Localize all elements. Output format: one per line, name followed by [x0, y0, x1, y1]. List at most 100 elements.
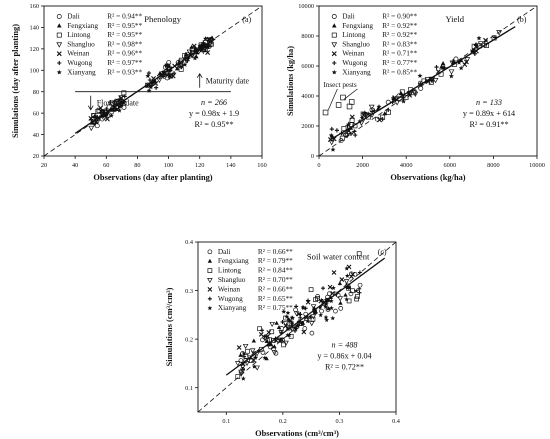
data-point [154, 85, 159, 90]
data-point [91, 121, 98, 127]
data-point [306, 298, 311, 303]
data-point [245, 348, 250, 354]
panel-a: 20 40 60 80 100 120 140 160 20 40 60 80 100 120 140 160… [11, 3, 267, 182]
data-point [399, 89, 405, 95]
data-point [464, 57, 471, 63]
insect-pest-point [335, 102, 342, 108]
data-point [417, 73, 423, 78]
legend-marker [331, 51, 337, 57]
legend-site: Fengxiang [67, 21, 98, 30]
data-point [344, 296, 350, 302]
data-point [186, 49, 193, 55]
data-point [319, 297, 324, 303]
data-point [448, 73, 454, 79]
legend: Dali R² = 0.94** Fengxiang R² = 0.95** Linto… [56, 12, 142, 76]
x-tick-label: 10000 [529, 162, 545, 169]
legend-marker [331, 14, 337, 19]
data-point [359, 115, 365, 121]
data-point [308, 314, 313, 320]
data-point [338, 138, 344, 144]
insect-pest-point [322, 109, 329, 116]
legend-marker [56, 32, 62, 38]
data-point [352, 129, 357, 134]
data-point [269, 321, 275, 328]
legend: Dali R² = 0.66** Fengxiang R² = 0.79** Linto… [207, 247, 293, 312]
data-point [357, 286, 362, 291]
data-point [317, 304, 323, 310]
data-point [451, 61, 457, 67]
data-point [251, 364, 257, 369]
data-point [496, 30, 503, 36]
data-point [209, 35, 215, 40]
data-point [357, 270, 362, 275]
panel-c: 0.1 0.2 0.3 0.4 0.1 0.2 0.3 0.4 Observations (cm… [165, 239, 401, 438]
y-tick-label: 140 [30, 25, 39, 32]
legend-marker [207, 287, 213, 292]
data-point [185, 58, 190, 63]
data-point [343, 279, 350, 285]
data-point [330, 290, 336, 296]
stats-line: R² = 0.91** [469, 120, 508, 129]
y-tick-label: 0.1 [185, 385, 193, 392]
legend-r2: R² = 0.95** [107, 21, 142, 30]
legend-site: Lintong [218, 266, 241, 275]
data-point [254, 365, 260, 371]
data-point [148, 84, 154, 90]
data-point [262, 335, 268, 340]
stats-line: n = 266 [201, 98, 228, 107]
legend-r2: R² = 0.77** [382, 58, 417, 67]
x-tick-label: 160 [257, 162, 266, 169]
data-point [328, 132, 334, 138]
data-point [203, 36, 208, 41]
stats-line: y = 0.89x + 614 [463, 109, 515, 118]
data-point [338, 305, 344, 311]
legend-site: Lintong [342, 30, 365, 39]
legend-site: Xianyang [342, 67, 371, 76]
data-point [295, 323, 300, 328]
data-point [341, 126, 347, 132]
y-tick-label: 8000 [301, 33, 314, 40]
x-tick-label: 2000 [356, 162, 369, 169]
regression-line [225, 257, 386, 376]
x-tick-label: 4000 [400, 162, 413, 169]
data-point [289, 321, 295, 327]
data-point [277, 337, 283, 343]
y-tick-label: 100 [30, 67, 39, 74]
data-point [300, 304, 306, 310]
data-point [108, 100, 113, 105]
panel-title: Phenology [144, 14, 181, 24]
data-point [346, 298, 352, 304]
stats-line: n = 488 [332, 340, 358, 349]
legend-site: Weinan [67, 49, 89, 58]
data-point [192, 55, 198, 61]
panel-label: (b) [517, 15, 527, 24]
data-point [112, 107, 118, 112]
data-point [440, 61, 446, 66]
panel-title: Yield [445, 14, 464, 24]
data-point [271, 338, 276, 343]
data-point [355, 294, 360, 299]
plot-frame [318, 5, 538, 157]
data-point [182, 62, 188, 67]
data-point [241, 350, 247, 356]
data-point [308, 321, 315, 327]
data-point [91, 118, 97, 124]
data-point [310, 316, 316, 322]
x-tick-label: 40 [72, 162, 78, 169]
data-point [337, 281, 343, 286]
stats-line: R² = 0.95** [194, 120, 233, 129]
x-tick-label: 80 [134, 162, 140, 169]
insect-pests-label: Insect pests [323, 81, 357, 89]
legend-site: Wugong [218, 294, 243, 303]
data-point [94, 123, 100, 129]
insect-pointer-line [343, 88, 358, 100]
data-point [164, 62, 170, 67]
legend-site: Shangluo [342, 39, 370, 48]
data-point [319, 308, 324, 314]
legend-r2: R² = 0.94** [107, 12, 142, 21]
legend-marker [57, 60, 62, 66]
data-point [251, 338, 257, 343]
legend-marker [56, 69, 62, 75]
legend-site: Lintong [67, 30, 90, 39]
